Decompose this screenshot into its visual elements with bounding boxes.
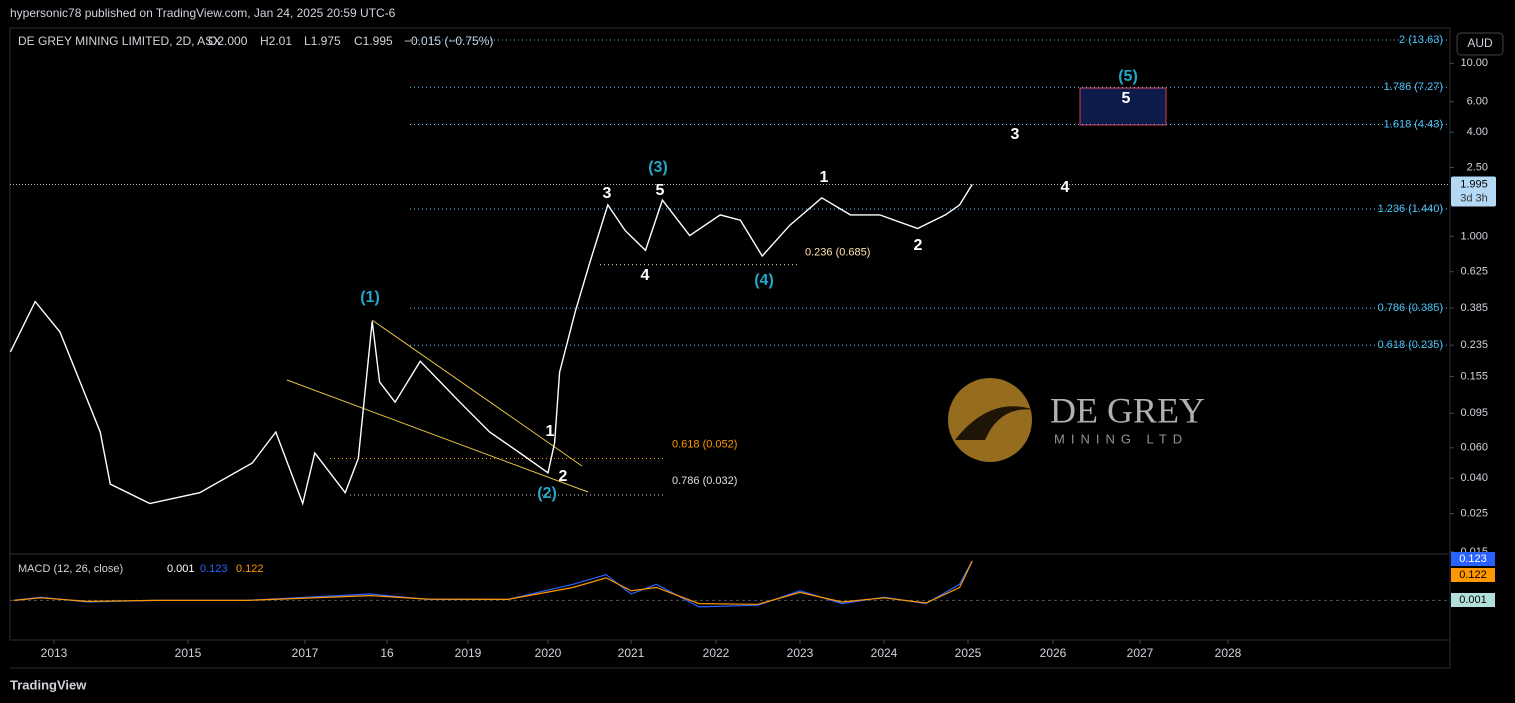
x-tick-label: 2028 [1215, 646, 1242, 660]
wave-label: 1 [820, 169, 829, 186]
x-tick-label: 2027 [1127, 646, 1154, 660]
macd-tag-label: 0.123 [1459, 553, 1487, 565]
wave-label: 5 [656, 182, 665, 199]
macd-legend-value: 0.001 [167, 563, 195, 575]
fib-label: 2 (13.63) [1399, 34, 1443, 46]
macd-legend-value: 0.123 [200, 563, 228, 575]
wave-label: 3 [603, 185, 612, 202]
x-tick-label: 2020 [535, 646, 562, 660]
x-tick-label: 2013 [41, 646, 68, 660]
ohlc-value: C1.995 [354, 34, 393, 48]
y-tick-label: 0.095 [1460, 407, 1488, 419]
ohlc-value: O2.000 [208, 34, 248, 48]
logo-sub: MINING LTD [1054, 431, 1188, 446]
wedge-upper [371, 319, 583, 467]
y-tick-label: 0.025 [1460, 507, 1488, 519]
x-tick-label: 2021 [618, 646, 645, 660]
y-tick-label: 10.00 [1460, 57, 1488, 69]
wave-label: 4 [1061, 179, 1070, 196]
x-tick-label: 2023 [787, 646, 814, 660]
fib-label: 1.618 (4.43) [1384, 118, 1443, 130]
brand: TradingView [10, 677, 87, 692]
macd-line [13, 560, 973, 605]
fib-label: 0.618 (0.052) [672, 438, 737, 450]
logo-swoosh [955, 406, 1035, 440]
wave-label: (1) [360, 289, 380, 306]
currency[interactable]: AUD [1467, 36, 1493, 50]
currency-button[interactable] [1456, 32, 1504, 56]
last-price: 1.995 [1460, 178, 1488, 190]
x-tick-label: 2025 [955, 646, 982, 660]
ohlc-value: −0.015 (−0.75%) [404, 34, 493, 48]
price-line [9, 184, 973, 506]
publisher: hypersonic78 published on TradingView.co… [10, 6, 396, 20]
y-tick-label: 0.625 [1460, 266, 1488, 278]
wedge-lower [286, 379, 589, 493]
x-tick-label: 16 [380, 646, 394, 660]
ohlc-value: H2.01 [260, 34, 292, 48]
macd-tag [1451, 568, 1495, 582]
macd-tag-label: 0.001 [1459, 594, 1487, 606]
wave-label: (2) [537, 485, 557, 502]
macd-legend-value: 0.122 [236, 563, 264, 575]
wave-label: (5) [1118, 68, 1138, 85]
macd-tag [1451, 593, 1495, 607]
last-price-tag [1451, 176, 1496, 207]
wave-label: 3 [1011, 126, 1020, 143]
x-tick-label: 2015 [175, 646, 202, 660]
countdown: 3d 3h [1460, 192, 1488, 204]
wave-label: (3) [648, 159, 668, 176]
y-tick-label: 4.00 [1467, 126, 1488, 138]
fib-label: 0.786 (0.385) [1378, 302, 1443, 314]
x-tick-label: 2026 [1040, 646, 1067, 660]
y-tick-label: 0.155 [1460, 370, 1488, 382]
wave-label: 5 [1122, 90, 1131, 107]
macd-tag [1451, 552, 1495, 566]
y-tick-label: 2.50 [1467, 161, 1488, 173]
logo-name: DE GREY [1050, 390, 1205, 430]
wave-label: 1 [546, 423, 555, 440]
wave-label: 4 [641, 267, 650, 284]
fib-label: 1.236 (1.440) [1378, 203, 1443, 215]
y-tick-label: 0.040 [1460, 472, 1488, 484]
fib-label: 0.786 (0.032) [672, 475, 737, 487]
x-tick-label: 2019 [455, 646, 482, 660]
y-tick-label: 0.060 [1460, 442, 1488, 454]
macd-title: MACD (12, 26, close) [18, 563, 123, 575]
x-tick-label: 2017 [292, 646, 319, 660]
wave-label: (4) [754, 272, 774, 289]
target-box [1079, 87, 1167, 126]
x-tick-label: 2022 [703, 646, 730, 660]
y-tick-label: 6.00 [1467, 96, 1488, 108]
ohlc-value: L1.975 [304, 34, 341, 48]
fib-label: 1.786 (7.27) [1384, 81, 1443, 93]
y-tick-label: 1.000 [1460, 230, 1488, 242]
wave-label: 2 [559, 468, 568, 485]
macd-tag-label: 0.122 [1459, 569, 1487, 581]
wave-label: 2 [914, 237, 923, 254]
y-tick-label: 0.235 [1460, 339, 1488, 351]
x-tick-label: 2024 [871, 646, 898, 660]
fib-label: 0.236 (0.685) [805, 247, 870, 259]
symbol: DE GREY MINING LIMITED, 2D, ASX [18, 34, 221, 48]
y-tick-label: 0.385 [1460, 302, 1488, 314]
fib-label: 0.618 (0.235) [1378, 339, 1443, 351]
